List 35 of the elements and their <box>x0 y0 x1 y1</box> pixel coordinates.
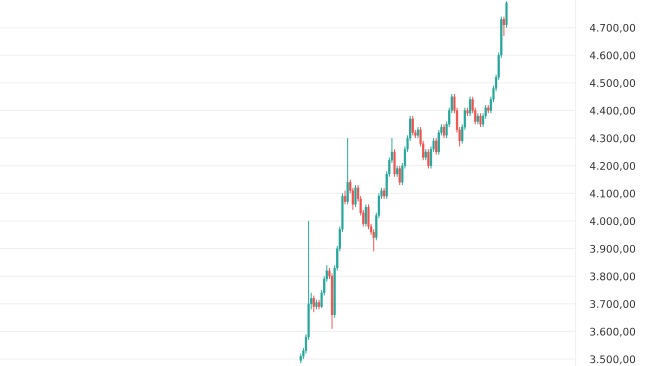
candlestick <box>442 124 446 139</box>
y-tick-label: 4.600,00 <box>590 51 636 60</box>
y-tick-label: 4.500,00 <box>590 79 636 88</box>
y-tick-label: 3.700,00 <box>590 300 636 310</box>
candlestick <box>416 126 420 139</box>
candlestick <box>468 96 472 116</box>
candlestick <box>479 112 482 128</box>
candlestick <box>315 299 318 310</box>
y-tick-label: 3.900,00 <box>590 244 636 254</box>
y-tick-label: 3.600,00 <box>590 328 636 337</box>
candlestick <box>398 165 401 186</box>
candlestick <box>396 165 398 178</box>
candlestick <box>318 299 320 310</box>
y-tick-label: 4.000,00 <box>590 217 636 226</box>
candlestick <box>354 184 357 208</box>
candlestick <box>435 138 438 156</box>
y-tick-label: 3.500,00 <box>590 355 636 364</box>
candlestick <box>393 148 396 178</box>
candlestick <box>476 112 479 125</box>
y-tick-label: 4.200,00 <box>590 162 636 171</box>
candlestick <box>344 190 346 205</box>
candlestick <box>412 116 414 136</box>
candlestick <box>312 295 315 313</box>
y-tick-label: 3.800,00 <box>590 272 636 282</box>
candlestick <box>346 138 349 205</box>
y-tick-label: 4.300,00 <box>590 134 636 144</box>
candlestick <box>424 148 427 161</box>
candlestick <box>364 204 368 227</box>
candlestick <box>505 0 508 28</box>
y-tick-label: 4.100,00 <box>590 190 636 199</box>
y-tick-label: 4.400,00 <box>590 106 636 116</box>
y-tick-label: 4.700,00 <box>590 24 636 33</box>
candlestick <box>502 16 506 36</box>
candlestick <box>382 187 386 200</box>
candlestick <box>427 148 430 169</box>
